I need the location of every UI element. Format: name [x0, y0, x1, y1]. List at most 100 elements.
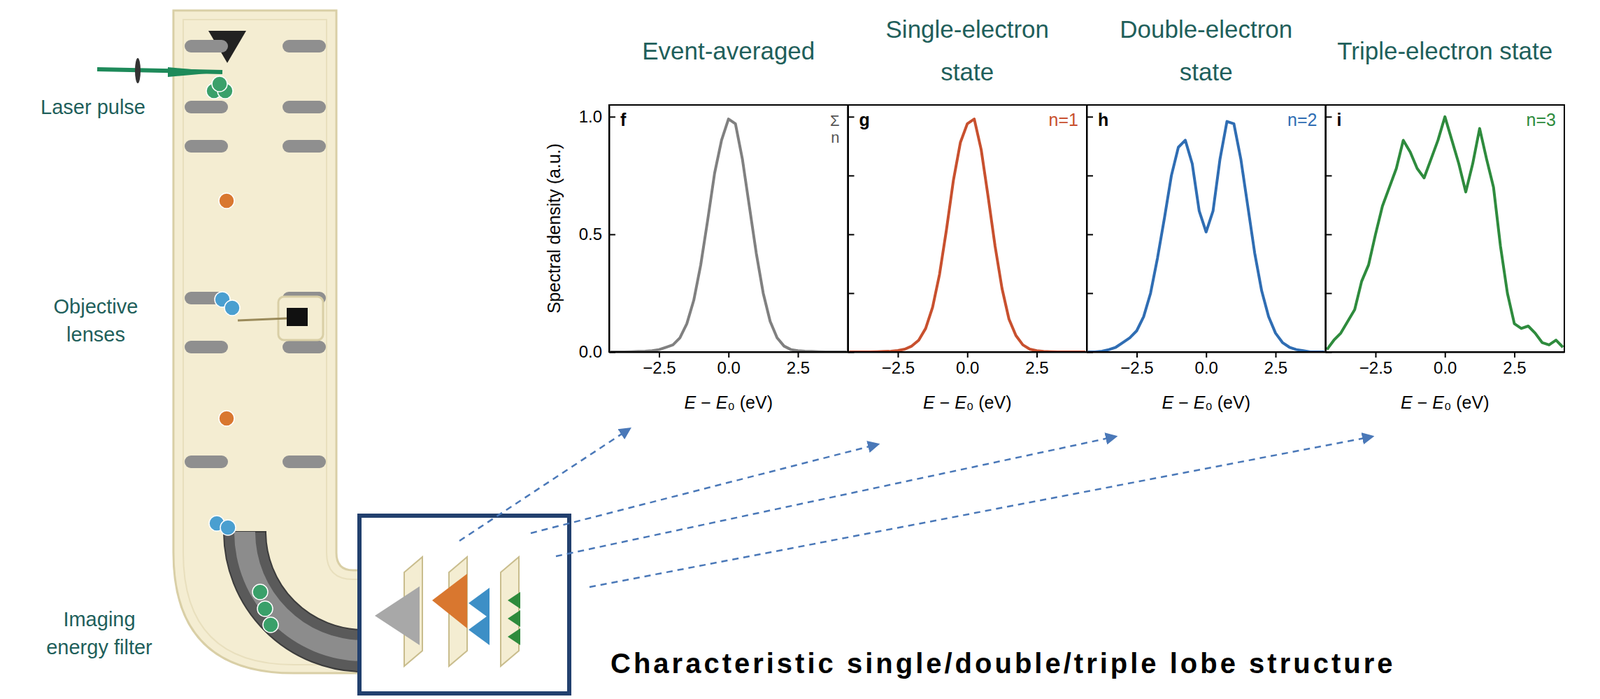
x-tick: −2.5 [881, 351, 915, 377]
laser-lens [134, 58, 141, 84]
y-axis-title: Spectral density (a.u.) [544, 143, 564, 314]
text-line: Imaging [62, 607, 135, 631]
y-axis [1325, 105, 1333, 353]
x-axis-title-part: E [1400, 392, 1413, 412]
y-tick [848, 116, 855, 118]
x-tick-label: 2.5 [1025, 358, 1049, 377]
dashed-arrow [555, 436, 1116, 556]
y-tick-mark [1086, 116, 1094, 118]
y-tick-mark [1325, 233, 1333, 235]
x-axis-title-part: E [716, 392, 728, 412]
panel-title: Triple-electron state [1337, 37, 1553, 65]
x-axis-title: E − E₀ (eV) [1162, 392, 1251, 412]
figure: Laser pulse Objectivelenses Imaging energy … [0, 0, 1600, 699]
plot-area [848, 118, 1086, 352]
panel-label: g [859, 109, 870, 130]
text-line: energy filter [46, 635, 153, 659]
x-axis-title-part: E [1432, 392, 1445, 412]
caption: Characteristic single/double/triple lobe… [610, 647, 1396, 679]
y-tick-mark [609, 233, 616, 235]
lens [282, 139, 326, 153]
x-tick-mark [1444, 351, 1447, 358]
x-axis-title-part: E [923, 392, 935, 412]
electron [224, 300, 240, 316]
x-axis-title-part: − [695, 392, 717, 412]
electron [218, 193, 235, 209]
y-tick [1086, 175, 1094, 177]
x-tick: 0.0 [1195, 351, 1219, 377]
y-tick: 0.5 [579, 224, 616, 244]
y-tick [848, 351, 855, 353]
x-tick: 2.5 [1025, 351, 1049, 377]
y-tick [1086, 351, 1094, 353]
text-line: state [1179, 58, 1233, 86]
x-tick-label: 0.0 [955, 358, 980, 377]
x-axis-title-part: − [1412, 392, 1433, 412]
blue-cone [468, 613, 490, 645]
lens [184, 455, 228, 468]
energy-filter [223, 531, 364, 672]
x-axis-title-part: E [1162, 392, 1175, 412]
y-tick [848, 293, 855, 294]
grey-cone [374, 586, 420, 645]
y-tick [1325, 234, 1333, 235]
text-line: Triple-electron state [1337, 37, 1553, 65]
x-tick-label: 0.0 [1195, 358, 1219, 377]
y-axis: 0.0 0.5 1.0 [579, 105, 616, 362]
x-tick-mark [1136, 351, 1138, 358]
electron [262, 616, 279, 633]
x-tick: −2.5 [1120, 351, 1154, 377]
orange-cone [432, 573, 468, 628]
diagram-label: Objectivelenses [53, 295, 139, 346]
y-tick-mark [1086, 292, 1094, 294]
x-axis-title-part: E [1193, 392, 1206, 412]
text-line: Laser pulse [40, 95, 146, 119]
y-tick [1325, 293, 1333, 294]
lens [184, 100, 228, 114]
x-axis: −2.50.02.5 [609, 351, 849, 377]
y-tick-mark [1086, 233, 1094, 235]
panel-title: Event-averaged [641, 37, 815, 65]
x-tick-mark [1205, 351, 1207, 358]
y-axis [1086, 105, 1094, 353]
aperture-rod [237, 318, 287, 321]
spectrum-line [1088, 121, 1325, 352]
panel: −2.50.02.5hn=2Double-electronstateE − E₀… [1086, 15, 1326, 412]
y-tick-mark [1325, 116, 1333, 118]
y-tick-mark [848, 116, 855, 118]
lens [184, 340, 228, 354]
electron [252, 583, 268, 600]
x-tick-mark [658, 351, 661, 358]
x-axis-title-part: − [934, 392, 956, 412]
y-tick [1086, 116, 1094, 118]
text-line: Single-electron [886, 15, 1049, 43]
panel-annotation: Σ [830, 111, 840, 130]
y-tick-mark [1086, 351, 1094, 354]
plot-frame [609, 104, 849, 352]
panel: −2.50.02.5gn=1Single-electronstateE − E₀… [848, 15, 1088, 412]
diagram-label: Laser pulse [40, 95, 146, 119]
x-tick-label: −2.5 [1120, 358, 1154, 377]
lens [282, 39, 326, 53]
y-tick-label: 0.0 [579, 341, 603, 361]
x-tick-label: 2.5 [1502, 358, 1526, 377]
panel: −2.50.02.50.00.51.0fΣnEvent-averagedE − … [544, 37, 849, 413]
text-line: Double-electron [1119, 15, 1293, 43]
x-tick-mark [797, 351, 800, 358]
dashed-arrow [530, 444, 878, 533]
laser-tip [167, 67, 223, 77]
microscope-diagram: Laser pulse Objectivelenses Imaging energy … [40, 10, 364, 673]
blue-cone [468, 587, 490, 619]
x-axis-title-part: ₀ (eV) [966, 392, 1012, 412]
y-tick: 1.0 [579, 106, 616, 126]
green-cone [507, 627, 521, 645]
y-tick [1086, 234, 1094, 235]
y-tick [1086, 293, 1094, 294]
electron [220, 519, 236, 535]
plot-area [1088, 121, 1325, 352]
panel-title: Single-electronstate [886, 15, 1049, 86]
detector-inset [359, 515, 570, 694]
x-tick-mark [1513, 351, 1516, 358]
text-line: Event-averaged [641, 37, 815, 65]
x-tick-mark [1374, 351, 1377, 358]
